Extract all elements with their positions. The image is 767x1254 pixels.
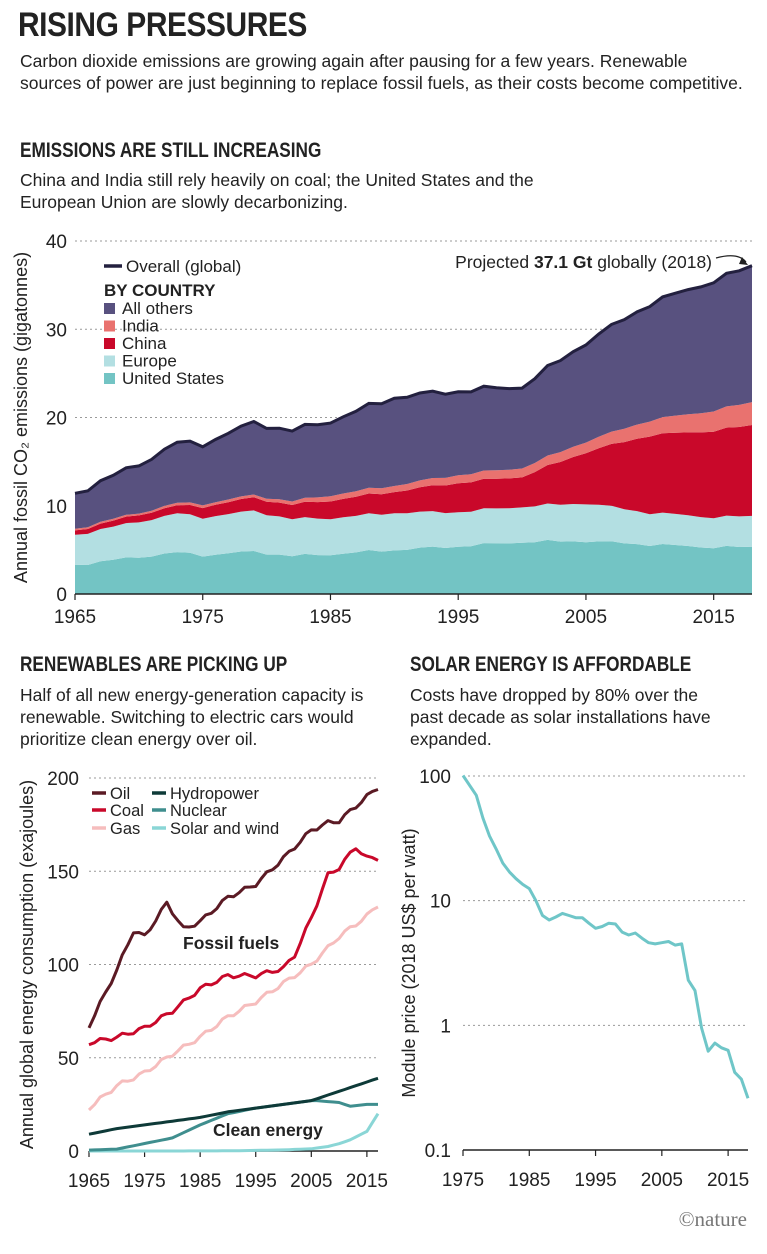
x-tick-label: 1985 <box>508 1170 550 1191</box>
x-tick-label: 1975 <box>442 1170 484 1191</box>
y-tick-label: 150 <box>47 862 79 883</box>
x-tick-label: 1985 <box>179 1171 221 1192</box>
renewables-heading: RENEWABLES ARE PICKING UP <box>20 653 288 676</box>
line-oil <box>87 788 379 1029</box>
area-united-states <box>75 539 752 594</box>
x-tick-label: 1965 <box>54 607 96 628</box>
area-all-others <box>75 265 752 529</box>
emissions-chart: 0 10 20 30 40 1965 1975 1985 1995 2005 2015 Annual … <box>11 232 753 628</box>
legend-swatch-all-others <box>104 303 115 314</box>
y-tick-label: 40 <box>46 232 67 253</box>
annotation-prefix: Projected <box>455 252 534 272</box>
energy-chart: 0 50 100 150 200 1965 1975 1985 1995 2005 2015 Annu… <box>17 769 388 1192</box>
y-tick-label: 20 <box>46 409 67 430</box>
fossil-fuels-label: Fossil fuels <box>183 933 280 953</box>
legend-swatch-europe <box>104 355 115 367</box>
nature-credit: ©nature <box>678 1207 747 1231</box>
y-tick-label: 10 <box>46 497 67 518</box>
x-tick-label: 1985 <box>309 607 351 628</box>
y-tick-label: 10 <box>430 892 451 913</box>
legend-swatch-united-states <box>104 373 115 384</box>
y-axis-label: Annual fossil CO₂ emissions (gigatonnes) <box>11 252 31 583</box>
x-tick-label: 2005 <box>641 1170 683 1191</box>
legend-label-all-others: All others <box>122 299 193 318</box>
annotation-suffix: globally (2018) <box>592 252 712 272</box>
legend-swatch-india <box>104 320 115 332</box>
annotation-text: Projected 37.1 Gt globally (2018) <box>455 252 712 272</box>
legend-label-solar-and-wind: Solar and wind <box>170 820 279 838</box>
page-title: RISING PRESSURES <box>18 6 307 44</box>
legend-label-gas: Gas <box>110 820 140 838</box>
solar-description: Costs have dropped by 80% over the past … <box>410 685 711 749</box>
legend-label-nuclear: Nuclear <box>170 802 227 820</box>
y-tick-label: 100 <box>47 956 79 977</box>
clean-energy-label: Clean energy <box>213 1120 323 1140</box>
legend-label-hydropower: Hydropower <box>170 785 259 803</box>
legend-swatch-china <box>104 338 115 349</box>
line-coal <box>88 847 379 1047</box>
y-tick-label: 0 <box>68 1142 79 1163</box>
y-tick-label: 100 <box>419 767 451 788</box>
legend-label-coal: Coal <box>110 802 144 820</box>
annotation-value: 37.1 Gt <box>534 252 593 272</box>
solar-heading: SOLAR ENERGY IS AFFORDABLE <box>410 653 692 676</box>
y-tick-label: 50 <box>58 1049 79 1070</box>
y-axis-label: Annual global energy consumption (exajou… <box>17 780 37 1149</box>
x-tick-label: 2015 <box>346 1171 388 1192</box>
legend-label-united-states: United States <box>122 369 224 388</box>
y-tick-label: 0 <box>56 585 67 606</box>
x-tick-label: 2005 <box>565 607 607 628</box>
x-tick-label: 1965 <box>68 1171 110 1192</box>
x-tick-label: 2015 <box>707 1170 749 1191</box>
y-tick-label: 200 <box>47 769 79 790</box>
x-tick-label: 1995 <box>235 1171 277 1192</box>
emissions-heading: EMISSIONS ARE STILL INCREASING <box>20 139 322 162</box>
area-europe <box>75 503 752 565</box>
y-tick-label: 30 <box>46 320 67 341</box>
annotation-arrowhead <box>739 257 748 265</box>
legend-heading: BY COUNTRY <box>104 281 216 300</box>
area-india <box>75 402 752 531</box>
emissions-description: China and India still rely heavily on co… <box>20 170 534 212</box>
line-solar-and-wind <box>89 1112 380 1153</box>
legend-overall-label: Overall (global) <box>126 257 241 276</box>
legend-label-oil: Oil <box>110 785 130 803</box>
renewables-description: Half of all new energy-generation capaci… <box>20 685 364 749</box>
page-subtitle: Carbon dioxide emissions are growing aga… <box>20 51 743 93</box>
legend-label-europe: Europe <box>122 352 177 371</box>
legend-label-china: China <box>122 334 167 353</box>
area-china <box>75 425 752 535</box>
x-tick-label: 2015 <box>693 607 735 628</box>
x-tick-label: 2005 <box>290 1171 332 1192</box>
y-tick-label: 1 <box>440 1016 451 1037</box>
x-tick-label: 1975 <box>123 1171 165 1192</box>
x-tick-label: 1995 <box>574 1170 616 1191</box>
legend-label-india: India <box>122 317 159 336</box>
x-tick-label: 1975 <box>182 607 224 628</box>
line-hydropower <box>88 1076 379 1136</box>
overall-line <box>74 264 753 495</box>
line-module-price <box>461 774 750 1099</box>
y-axis-label: Module price (2018 US$ per watt) <box>399 828 419 1097</box>
x-tick-label: 1995 <box>437 607 479 628</box>
line-gas <box>87 905 379 1112</box>
y-tick-label: 0.1 <box>425 1141 451 1162</box>
